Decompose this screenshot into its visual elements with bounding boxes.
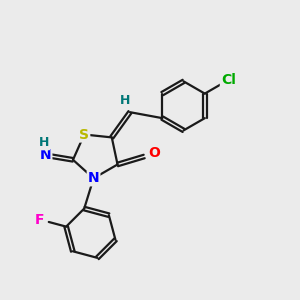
Text: Cl: Cl [221,73,236,87]
Text: S: S [79,128,89,142]
Text: O: O [148,146,160,161]
Text: N: N [40,148,51,162]
Text: H: H [120,94,130,107]
Text: N: N [88,171,99,185]
Text: H: H [39,136,49,149]
Text: F: F [35,213,45,226]
